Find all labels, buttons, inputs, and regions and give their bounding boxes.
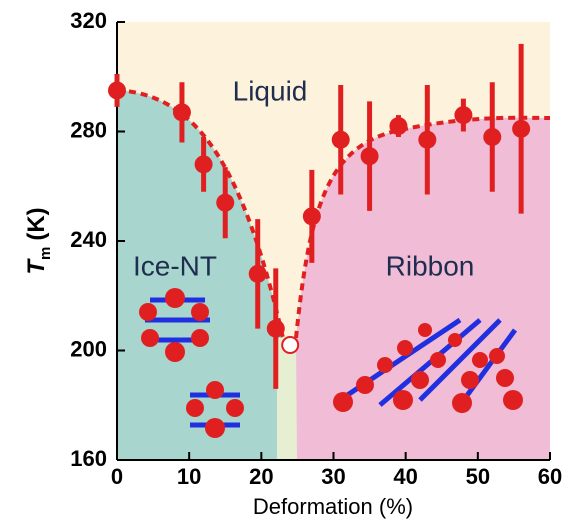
data-point	[108, 81, 126, 99]
y-label-unit: (K)	[23, 207, 50, 240]
data-point	[332, 131, 350, 149]
data-point	[389, 117, 407, 135]
data-point	[216, 194, 234, 212]
phase-label: Ice-NT	[133, 250, 217, 281]
data-point	[512, 120, 530, 138]
x-tick-label: 10	[177, 464, 201, 489]
data-point	[195, 155, 213, 173]
y-label-subscript: m	[37, 247, 54, 260]
x-tick-label: 30	[321, 464, 345, 489]
data-point	[483, 128, 501, 146]
y-tick-label: 280	[70, 117, 107, 142]
y-tick-label: 200	[70, 336, 107, 361]
x-tick-label: 0	[111, 464, 123, 489]
y-tick-label: 320	[70, 8, 107, 33]
x-tick-label: 40	[393, 464, 417, 489]
x-axis-label: Deformation (%)	[253, 494, 413, 519]
data-point	[267, 320, 285, 338]
data-point	[173, 103, 191, 121]
phase-label: Ribbon	[386, 250, 475, 281]
open-point	[282, 337, 298, 353]
data-point	[303, 207, 321, 225]
x-tick-label: 20	[249, 464, 273, 489]
phase-label: Liquid	[233, 75, 308, 106]
gap-region	[277, 338, 297, 460]
x-tick-label: 60	[538, 464, 562, 489]
x-tick-label: 50	[466, 464, 490, 489]
data-point	[418, 131, 436, 149]
y-tick-label: 160	[70, 446, 107, 471]
data-point	[361, 147, 379, 165]
data-point	[454, 106, 472, 124]
y-axis-label: Tm(K)	[23, 207, 54, 274]
chart: Liquid Ice-NT Ribbon Deformation (%) Tm(…	[0, 0, 566, 526]
y-tick-label: 240	[70, 227, 107, 252]
data-point	[249, 265, 267, 283]
